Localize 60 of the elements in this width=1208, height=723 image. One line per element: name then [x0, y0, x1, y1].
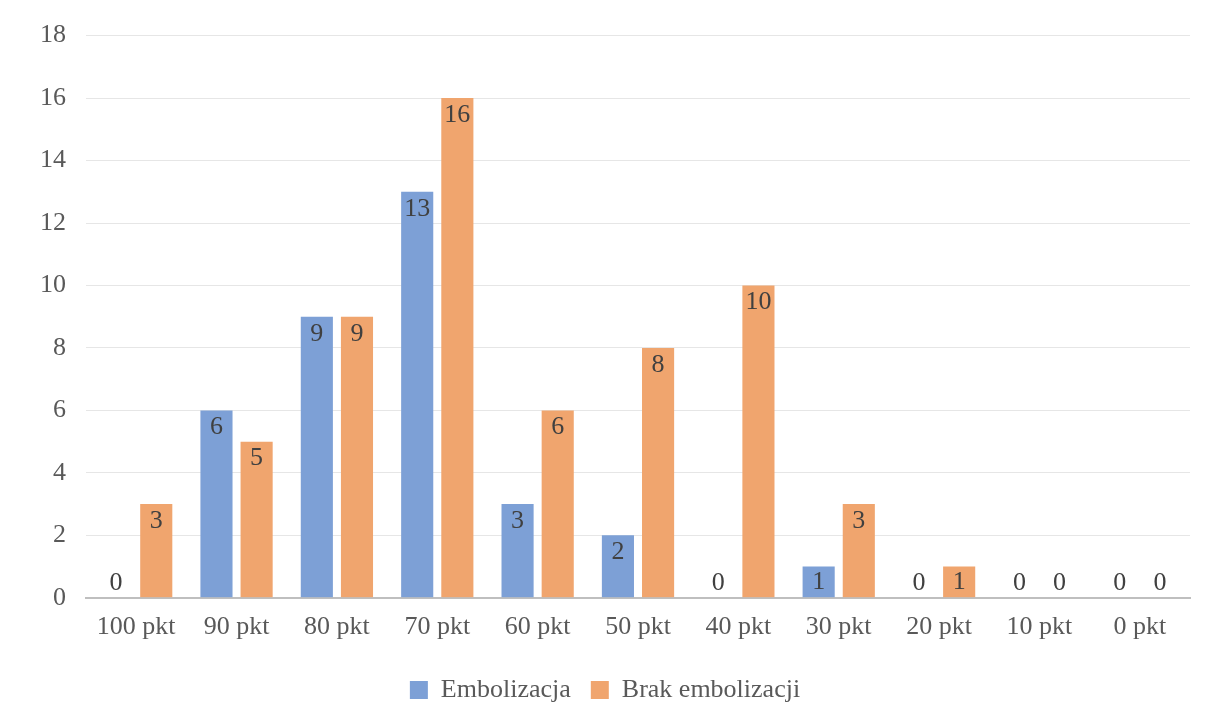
data-label: 9: [310, 317, 324, 347]
x-tick-label: 20 pkt: [906, 611, 973, 641]
data-label: 6: [209, 411, 223, 441]
data-label: 0: [1153, 566, 1167, 596]
data-label: 3: [149, 504, 163, 534]
bar: [240, 441, 273, 598]
x-tick-label: 30 pkt: [805, 611, 873, 641]
x-tick-label: 100 pkt: [96, 611, 177, 641]
x-tick-label: 60 pkt: [504, 611, 572, 641]
data-label: 0: [1113, 566, 1127, 596]
data-label: 0: [1012, 566, 1026, 596]
x-tick-label: 50 pkt: [605, 611, 672, 641]
legend-label: Brak embolizacji: [621, 673, 801, 703]
y-tick-label: 12: [40, 206, 66, 236]
x-tick-label: 70 pkt: [404, 611, 471, 641]
data-label: 8: [651, 348, 665, 378]
data-label: 0: [1053, 566, 1067, 596]
data-label: 1: [952, 566, 966, 596]
bar: [200, 410, 233, 598]
bar: [802, 566, 835, 598]
y-tick-label: 10: [40, 269, 66, 299]
bar: [601, 535, 634, 598]
data-label: 13: [404, 192, 431, 222]
data-label: 1: [812, 566, 826, 596]
legend-label: Embolizacja: [440, 673, 572, 703]
bar: [300, 316, 333, 598]
data-label: 9: [350, 317, 364, 347]
bar: [340, 316, 374, 598]
y-tick-label: 18: [40, 19, 66, 49]
y-tick-label: 0: [53, 581, 66, 611]
x-tick-label: 10 pkt: [1006, 611, 1074, 641]
bar: [943, 566, 976, 598]
y-tick-label: 8: [53, 331, 66, 361]
bar: [842, 504, 875, 598]
y-tick-label: 2: [53, 519, 66, 549]
data-label: 2: [611, 536, 625, 566]
bar: [441, 98, 474, 598]
y-tick-label: 14: [40, 144, 66, 174]
bar: [140, 504, 173, 598]
data-label: 0: [912, 566, 926, 596]
bar: [642, 347, 675, 598]
data-label: 10: [745, 286, 772, 316]
y-tick-label: 6: [53, 394, 66, 424]
data-label: 0: [109, 566, 123, 596]
x-tick-label: 0 pkt: [1113, 611, 1167, 641]
data-label: 0: [711, 566, 725, 596]
x-tick-label: 80 pkt: [304, 611, 371, 641]
y-tick-label: 16: [40, 81, 66, 111]
data-label: 5: [250, 442, 264, 472]
x-tick-label: 40 pkt: [705, 611, 772, 641]
bar: [501, 504, 534, 598]
bar: [541, 410, 574, 598]
data-label: 3: [852, 504, 866, 534]
data-label: 16: [444, 98, 471, 128]
bar: [742, 285, 775, 598]
data-label: 6: [551, 411, 565, 441]
data-label: 3: [511, 504, 525, 534]
x-tick-label: 90 pkt: [203, 611, 271, 641]
bar: [401, 191, 434, 598]
y-tick-label: 4: [53, 456, 66, 486]
